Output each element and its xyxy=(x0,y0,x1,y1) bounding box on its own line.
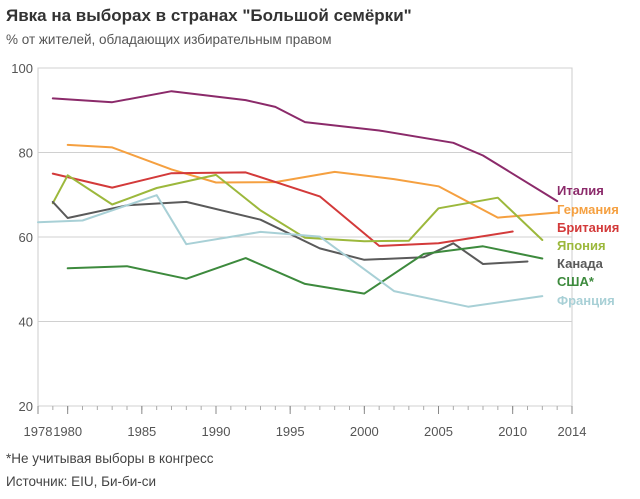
series-line-6 xyxy=(37,194,544,308)
x-tick-1980: 1980 xyxy=(53,424,82,439)
y-tick-20: 20 xyxy=(19,399,33,414)
series-line-2 xyxy=(51,171,514,247)
footnote: *Не учитывая выборы в конгресс xyxy=(6,451,214,466)
y-tick-80: 80 xyxy=(19,146,33,161)
chart-title: Явка на выборах в странах "Большой семёр… xyxy=(6,6,412,25)
legend-label-3: Япония xyxy=(557,238,606,253)
legend-label-5: США* xyxy=(557,274,595,289)
source-note: Источник: EIU, Би-би-си xyxy=(6,474,157,489)
series-lines xyxy=(37,90,559,308)
legend-label-0: Италия xyxy=(557,183,604,198)
axes: 20 40 60 80 100 1978 1980 1985 1990 1995 2000 2005 2… xyxy=(11,61,586,439)
series-line-5 xyxy=(66,245,544,295)
y-tick-100: 100 xyxy=(11,61,33,76)
x-tick-1990: 1990 xyxy=(202,424,231,439)
series-line-4 xyxy=(51,200,529,265)
x-tick-2000: 2000 xyxy=(350,424,379,439)
legend-label-6: Франция xyxy=(557,293,615,308)
x-tick-2010: 2010 xyxy=(498,424,527,439)
y-tick-60: 60 xyxy=(19,230,33,245)
legend-label-2: Британия xyxy=(557,220,619,235)
series-line-3 xyxy=(51,173,544,243)
x-tick-2005: 2005 xyxy=(424,424,453,439)
chart-subtitle: % от жителей, обладающих избирательным п… xyxy=(6,32,332,47)
series-line-0 xyxy=(51,90,559,203)
legend-label-1: Германия xyxy=(557,202,619,217)
legend: Италия Германия Британия Япония Канада США* Фр… xyxy=(557,183,619,308)
x-tick-1995: 1995 xyxy=(276,424,305,439)
series-line-1 xyxy=(66,143,559,219)
legend-label-4: Канада xyxy=(557,256,604,271)
x-tick-1978: 1978 xyxy=(24,424,53,439)
y-tick-40: 40 xyxy=(19,315,33,330)
x-tick-1985: 1985 xyxy=(127,424,156,439)
x-tick-2014: 2014 xyxy=(558,424,587,439)
